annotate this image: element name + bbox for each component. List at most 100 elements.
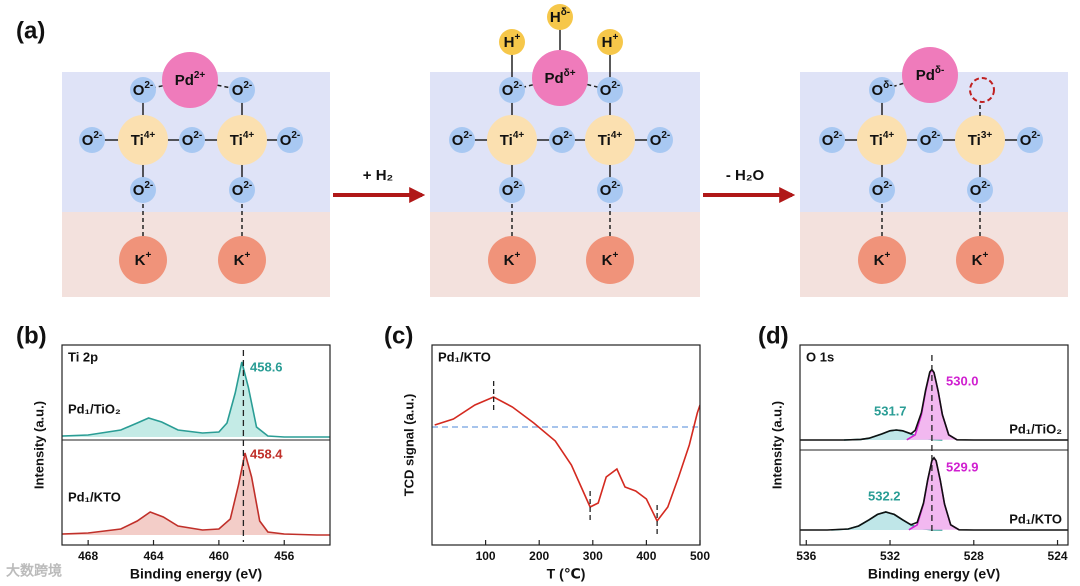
charge: 2- [833,130,842,141]
chart-title: Ti 2p [68,349,98,364]
element-symbol: O [133,182,145,199]
bulk-region [800,212,1068,297]
series-label: Pd₁/KTO [438,349,491,364]
atom [229,177,255,203]
plot-area [62,361,330,536]
atom [119,236,167,284]
atom [869,177,895,203]
plot-frame [61,344,331,546]
x-tick-label: 468 [78,549,98,563]
element-symbol: O [872,182,884,199]
arrow-label: - H₂O [726,167,765,184]
element-symbol: K [135,252,146,269]
x-tick-label: 524 [1048,549,1068,563]
x-tick-label: 460 [209,549,229,563]
atom-label: H+ [602,32,619,51]
atom [277,127,303,153]
x-tick-label: 464 [143,549,163,563]
atom-label: O2- [280,130,301,149]
atom-label: O2- [232,80,253,99]
element-symbol: O [600,182,612,199]
y-axis-label: Intensity (a.u.) [31,401,46,489]
element-symbol: Ti [968,132,981,149]
atom-label: O2- [502,80,523,99]
atom-label: O2- [82,130,103,149]
x-tick-label: 456 [274,549,294,563]
charge: 2- [144,80,153,91]
atom [118,115,168,165]
atom-label: O2- [1020,130,1041,149]
atom-label: K+ [234,250,251,269]
x-tick-label: 528 [964,549,984,563]
atom [499,29,525,55]
x-tick-label: 536 [796,549,816,563]
element-symbol: O [600,82,612,99]
atom [79,127,105,153]
atoms: Pd2+O2- O2-O2- Ti4+ O2- Ti4+ O2-O2- O2-K+ K+Hδ-… [79,4,1043,284]
atom-label: O2- [133,80,154,99]
atom [869,77,895,103]
element-symbol: O [82,132,94,149]
atom [955,115,1005,165]
atom-label: K+ [135,250,152,269]
spectrum-line [62,452,330,536]
charge: + [983,250,989,261]
panel-label: (d) [758,322,789,349]
atom-label: Ti4+ [598,130,623,149]
charge: + [515,250,521,261]
atom [218,236,266,284]
element-symbol: Pd [544,70,563,87]
charge: 3+ [981,130,993,141]
atom [549,127,575,153]
charge: 2- [243,80,252,91]
series-label: Pd₁/TiO₂ [1009,421,1062,436]
watermark: 大数跨境 [6,563,62,579]
element-symbol: Ti [131,132,144,149]
atom [130,177,156,203]
charge: 2- [563,130,572,141]
element-symbol: O [871,82,883,99]
atom [857,115,907,165]
charge: 2- [513,180,522,191]
series-label: Pd₁/TiO₂ [68,401,121,416]
atom [597,77,623,103]
atom-label: O2- [600,180,621,199]
spectrum-line [800,368,1068,441]
element-symbol: O [502,82,514,99]
atom-label: O2- [502,180,523,199]
spectrum-line [800,456,1068,531]
charge: 2- [463,130,472,141]
x-tick-label: 200 [529,549,549,563]
charge: 2- [291,130,300,141]
bulk-region [430,212,700,297]
element-symbol: Pd [916,67,935,84]
atom [585,115,635,165]
atom-label: Hδ- [550,7,570,26]
x-axis-label: T (℃) [547,566,586,582]
atom-label: O2- [970,180,991,199]
peak-label: 529.9 [946,459,979,474]
charge: 2- [611,80,620,91]
element-symbol: O [182,132,194,149]
atom [1017,127,1043,153]
charge: + [245,250,251,261]
element-symbol: O [502,182,514,199]
atom [647,127,673,153]
peak-area [831,512,943,530]
charge: + [613,32,619,43]
atom [449,127,475,153]
charge: 2- [93,130,102,141]
element-symbol: O [452,132,464,149]
atom [499,177,525,203]
charge: 2- [193,130,202,141]
atom [488,236,536,284]
charge: δ+ [564,68,576,79]
atom [902,47,958,103]
plot-area [432,396,700,523]
atom [967,177,993,203]
element-symbol: K [504,252,515,269]
x-tick-label: 500 [690,549,710,563]
atom-label: Ti4+ [870,130,895,149]
charge: δ- [561,7,570,18]
peak-label: 458.4 [250,446,283,461]
